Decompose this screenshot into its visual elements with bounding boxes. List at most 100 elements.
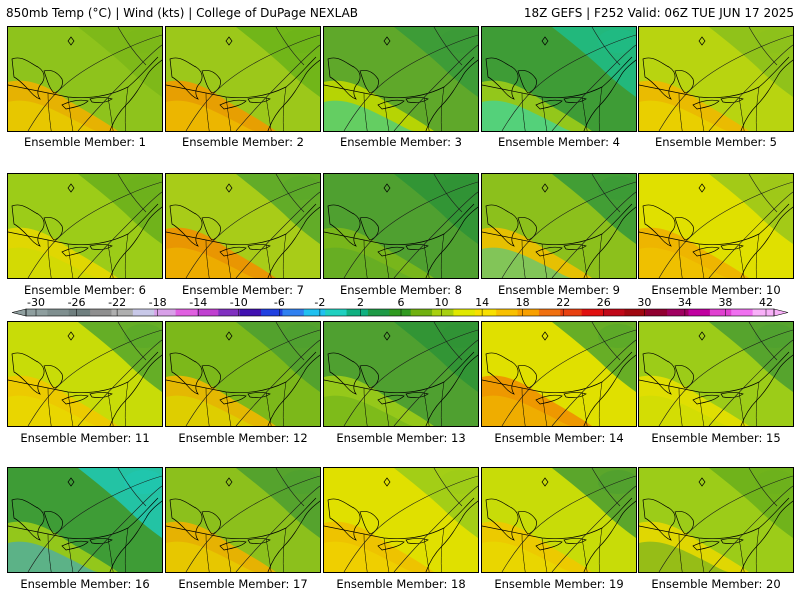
temperature-band <box>639 100 729 131</box>
cool-temperature-region <box>755 29 793 53</box>
colorbar-tick-label: -2 <box>314 297 325 309</box>
colorbar-tick-label: -30 <box>27 297 45 309</box>
wind-streamlines <box>27 27 162 131</box>
wind-streamlines <box>658 468 793 572</box>
cool-temperature-region <box>755 176 793 200</box>
colorbar-segment <box>68 309 91 316</box>
ensemble-member-label: Ensemble Member: 7 <box>182 283 304 297</box>
temperature-band <box>324 247 414 278</box>
colorbar-segment <box>154 309 177 316</box>
station-marker-icon <box>698 477 706 487</box>
temperature-field-map <box>8 468 162 572</box>
wind-streamlines <box>185 468 320 572</box>
cool-temperature-region <box>598 470 636 494</box>
temperature-band <box>324 541 414 572</box>
temperature-field-map <box>639 468 793 572</box>
wind-streamlines <box>185 322 320 426</box>
station-marker-icon <box>67 477 75 487</box>
wind-streamlines <box>658 174 793 278</box>
station-marker-icon <box>541 36 549 46</box>
ensemble-member-label: Ensemble Member: 6 <box>24 283 146 297</box>
colorbar-segment <box>239 309 262 316</box>
cool-temperature-region <box>755 470 793 494</box>
ensemble-member-label: Ensemble Member: 4 <box>498 135 620 149</box>
ensemble-member-map <box>7 467 163 573</box>
ensemble-member-map <box>165 467 321 573</box>
ensemble-member-map <box>165 173 321 279</box>
colorbar-segment <box>175 309 198 316</box>
geographic-boundaries <box>324 203 478 278</box>
ensemble-member-map <box>7 173 163 279</box>
colorbar-tick-label: 30 <box>637 297 651 309</box>
colorbar-tick-label: 38 <box>718 297 732 309</box>
temperature-band <box>482 247 572 278</box>
geographic-boundaries <box>166 56 320 131</box>
station-marker-icon <box>541 477 549 487</box>
station-marker-icon <box>225 183 233 193</box>
temperature-field-map <box>8 174 162 278</box>
colorbar-segment <box>517 309 540 316</box>
cool-temperature-region <box>440 324 478 348</box>
geographic-boundaries <box>482 203 636 278</box>
ensemble-member-label: Ensemble Member: 16 <box>20 577 150 591</box>
ensemble-member-label: Ensemble Member: 1 <box>24 135 146 149</box>
temperature-band <box>166 541 256 572</box>
wind-streamlines <box>27 174 162 278</box>
temperature-band <box>324 395 414 426</box>
ensemble-member-label: Ensemble Member: 13 <box>336 431 466 445</box>
colorbar-tick-label: 18 <box>516 297 530 309</box>
geographic-boundaries <box>482 56 636 131</box>
temperature-field-map <box>166 322 320 426</box>
station-marker-icon <box>541 183 549 193</box>
temperature-band <box>8 100 98 131</box>
colorbar-segment <box>538 309 561 316</box>
wind-streamlines <box>343 468 478 572</box>
ensemble-member-label: Ensemble Member: 3 <box>340 135 462 149</box>
colorbar-segment <box>603 309 625 316</box>
cool-temperature-region <box>282 470 320 494</box>
wind-streamlines <box>658 322 793 426</box>
geographic-boundaries <box>166 351 320 426</box>
colorbar-tick-label: -22 <box>108 297 126 309</box>
ensemble-member-map <box>481 26 637 132</box>
colorbar-tick-label: -6 <box>274 297 285 309</box>
wind-streamlines <box>343 27 478 131</box>
geographic-boundaries <box>639 203 793 278</box>
colorbar-segment <box>709 309 732 316</box>
cool-temperature-region <box>124 176 162 200</box>
geographic-boundaries <box>639 351 793 426</box>
temperature-field-map <box>166 468 320 572</box>
station-marker-icon <box>225 477 233 487</box>
ensemble-member-label: Ensemble Member: 20 <box>651 577 781 591</box>
colorbar-tick-label: 26 <box>597 297 611 309</box>
station-marker-icon <box>383 183 391 193</box>
colorbar-segment <box>303 309 326 316</box>
colorbar-tick-label: 2 <box>357 297 364 309</box>
temperature-field-map <box>482 174 636 278</box>
chart-title: 850mb Temp (°C) | Wind (kts) | College o… <box>6 6 359 20</box>
temperature-field-map <box>482 322 636 426</box>
ensemble-member-map <box>165 321 321 427</box>
temperature-band <box>324 100 414 131</box>
colorbar-segment <box>432 309 454 316</box>
station-marker-icon <box>698 36 706 46</box>
geographic-boundaries <box>639 497 793 572</box>
cool-temperature-region <box>598 324 636 348</box>
ensemble-member-label: Ensemble Member: 17 <box>178 577 308 591</box>
colorbar-segment <box>624 309 647 316</box>
geographic-boundaries <box>482 497 636 572</box>
wind-streamlines <box>185 27 320 131</box>
wind-streamlines <box>343 174 478 278</box>
temperature-field-map <box>324 174 478 278</box>
temperature-field-map <box>482 468 636 572</box>
temperature-field-map <box>639 322 793 426</box>
temperature-band <box>8 541 98 572</box>
ensemble-member-map <box>323 321 479 427</box>
colorbar-segment <box>410 309 433 316</box>
cool-temperature-region <box>755 324 793 348</box>
colorbar-segment <box>645 309 668 316</box>
station-marker-icon <box>698 331 706 341</box>
colorbar-segment <box>581 309 604 316</box>
cool-temperature-region <box>440 470 478 494</box>
geographic-boundaries <box>8 351 162 426</box>
